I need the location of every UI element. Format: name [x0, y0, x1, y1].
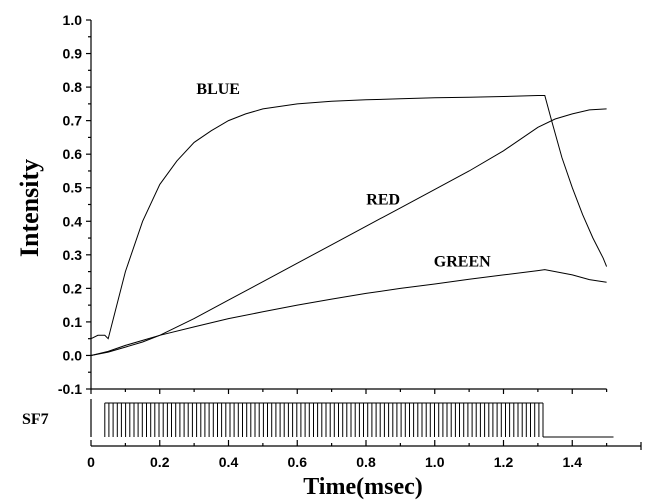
series-label-green: GREEN — [434, 254, 491, 271]
y-tick-label: 0.6 — [63, 146, 83, 162]
x-tick-label: 0.2 — [150, 454, 170, 470]
y-tick-label: 0.5 — [63, 180, 83, 196]
y-tick-label: -0.1 — [58, 381, 82, 397]
x-axis-title: Time(msec) — [303, 474, 423, 500]
y-tick-label: 1.0 — [63, 12, 83, 28]
x-tick-label: 1.4 — [563, 454, 583, 470]
y-tick-label: 0.3 — [63, 247, 83, 263]
x-tick-label: 0.4 — [219, 454, 239, 470]
sf7-label: SF7 — [22, 411, 49, 428]
series-label-red: RED — [366, 192, 400, 209]
series-label-blue: BLUE — [196, 81, 240, 98]
main-plot-area: -0.1 0.0 0.1 0.2 0.3 0.4 0.5 0.6 0.7 0.8 0.9 1.0 BLU… — [58, 12, 608, 397]
series-line-green — [90, 269, 607, 356]
x-tick-label: 0.8 — [356, 454, 376, 470]
series-line-red — [90, 108, 607, 356]
x-tick-label: 1.0 — [425, 454, 445, 470]
y-tick-label: 0.8 — [63, 79, 83, 95]
y-tick-label: 0.1 — [63, 314, 83, 330]
sf7-pulse-panel: 0 0.2 0.4 0.6 0.8 1.0 1.2 1.4 — [87, 399, 642, 470]
y-tick-label: 0.4 — [63, 213, 83, 229]
y-tick-label: 0.7 — [63, 113, 83, 129]
x-tick-label: 1.2 — [494, 454, 514, 470]
x-tick-label: 0 — [87, 454, 95, 470]
y-tick-label: 0.9 — [63, 46, 83, 62]
y-tick-label: 0.2 — [63, 280, 83, 296]
series-line-blue — [90, 95, 608, 340]
y-axis-title: Intensity — [15, 159, 44, 257]
x-tick-label: 0.6 — [288, 454, 308, 470]
y-tick-label: 0.0 — [63, 347, 83, 363]
